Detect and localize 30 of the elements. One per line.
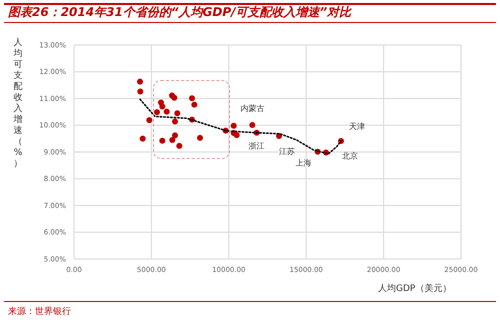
point <box>137 78 144 85</box>
point <box>140 136 146 142</box>
point <box>234 132 240 138</box>
point <box>164 108 170 115</box>
source-note: 来源：世界银行 <box>8 306 71 318</box>
point <box>146 117 152 124</box>
annotation: 浙江 <box>248 142 265 151</box>
annotation: 内蒙古 <box>240 104 264 113</box>
annotation: 天津 <box>349 122 365 132</box>
x-axis-title: 人均GDP（美元） <box>378 282 452 295</box>
text: 人均可支配收入增速（%） <box>14 38 22 169</box>
annotation: 北京 <box>342 152 358 161</box>
point <box>172 118 178 125</box>
chart-title: 图表26：2014年31个省份的“人均GDP/可支配收入增速”对比 <box>8 4 352 21</box>
annotation: 上海 <box>296 158 312 168</box>
point <box>159 138 166 144</box>
point <box>137 88 144 95</box>
point <box>172 132 178 138</box>
point <box>159 104 166 110</box>
point <box>174 110 180 116</box>
annotation: 江苏 <box>279 146 295 156</box>
point <box>169 136 176 143</box>
point <box>176 142 182 149</box>
point <box>154 109 160 116</box>
point <box>197 134 204 141</box>
point <box>230 122 237 129</box>
point <box>191 102 198 108</box>
point <box>171 94 178 101</box>
point <box>189 95 196 102</box>
point <box>249 122 256 128</box>
